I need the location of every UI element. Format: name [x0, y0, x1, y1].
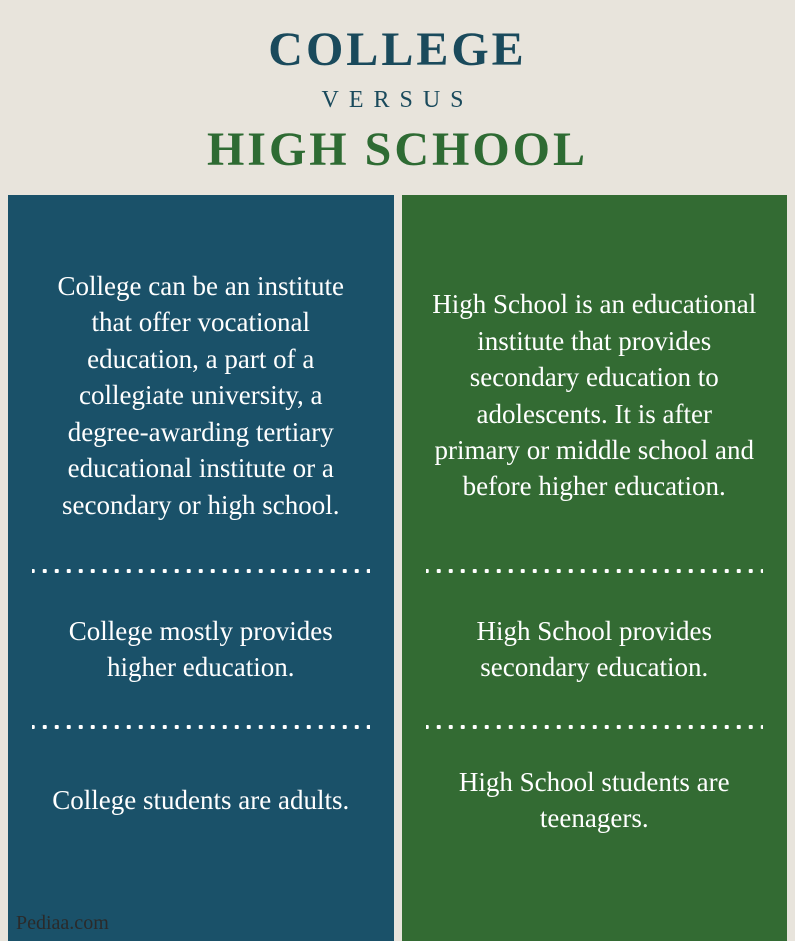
title-bottom: HIGH SCHOOL: [0, 122, 795, 177]
college-column: College can be an institute that offer v…: [8, 195, 394, 941]
title-top: COLLEGE: [0, 22, 795, 77]
highschool-definition: High School is an educational institute …: [426, 223, 764, 568]
college-students-age: College students are adults.: [32, 730, 370, 870]
highschool-education-level: High School provides secondary education…: [426, 574, 764, 724]
source-attribution: Pediaa.com: [16, 912, 109, 935]
highschool-column: High School is an educational institute …: [402, 195, 788, 941]
header: COLLEGE VERSUS HIGH SCHOOL: [0, 0, 795, 195]
college-definition: College can be an institute that offer v…: [32, 223, 370, 568]
college-education-level: College mostly provides higher education…: [32, 574, 370, 724]
title-versus: VERSUS: [0, 87, 795, 114]
highschool-students-age: High School students are teenagers.: [426, 730, 764, 870]
comparison-columns: College can be an institute that offer v…: [0, 195, 795, 941]
